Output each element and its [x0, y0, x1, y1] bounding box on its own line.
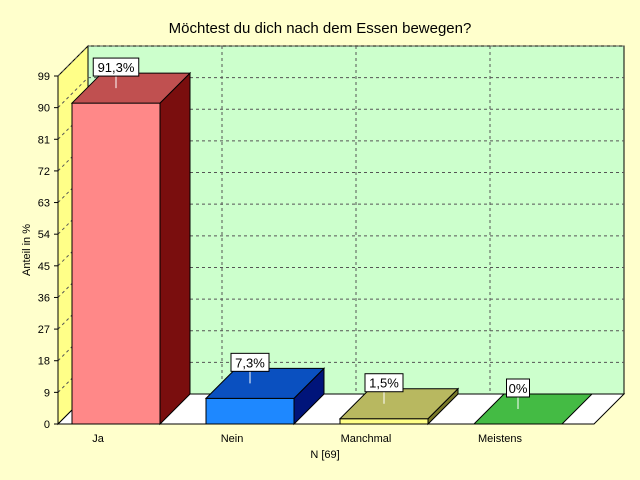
- x-category-label: Nein: [221, 433, 244, 445]
- y-tick-label: 27: [38, 324, 50, 336]
- data-label-box: [506, 378, 530, 398]
- y-tick-label: 36: [38, 292, 50, 304]
- y-tick-label: 63: [38, 198, 50, 210]
- gridline-wall: [57, 172, 89, 203]
- gridline-wall: [57, 77, 89, 108]
- x-axis-title: N [69]: [310, 449, 339, 461]
- bar: [205, 397, 295, 425]
- gridline-wall: [57, 140, 89, 172]
- bar-top: [70, 72, 192, 104]
- chart-title: Möchtest du dich nach dem Essen bewegen?: [168, 20, 472, 37]
- gridline-wall: [57, 235, 89, 267]
- data-label: 91,3%: [98, 60, 135, 75]
- bar-top: [472, 393, 594, 425]
- gridline-wall: [57, 108, 89, 140]
- bar: [339, 418, 429, 425]
- x-category-label: Meistens: [478, 433, 523, 445]
- y-tick-label: 45: [38, 261, 50, 273]
- y-tick-label: 72: [38, 166, 50, 178]
- y-tick-label: 0: [44, 419, 50, 431]
- data-label: 1,5%: [369, 376, 399, 391]
- data-label-box: [92, 57, 140, 77]
- bar-side: [159, 71, 191, 426]
- y-tick-label: 90: [38, 103, 50, 115]
- gridline-wall: [57, 298, 89, 330]
- bar-top: [338, 388, 460, 420]
- gridline-wall: [57, 330, 89, 362]
- y-tick-label: 18: [38, 356, 50, 368]
- data-label: 0%: [509, 381, 528, 396]
- y-tick-label: 99: [38, 71, 50, 83]
- y-tick-label: 9: [44, 387, 50, 399]
- bar: [71, 102, 161, 425]
- data-label: 7,3%: [235, 355, 265, 370]
- y-tick-label: 54: [38, 229, 50, 241]
- gridline-wall: [57, 45, 89, 77]
- y-axis-title: Anteil in %: [21, 224, 33, 276]
- data-label-box: [364, 373, 404, 393]
- x-category-label: Ja: [92, 433, 105, 445]
- bar-top: [204, 367, 326, 399]
- y-tick-label: 81: [38, 134, 50, 146]
- gridline-wall: [57, 362, 89, 393]
- data-label-box: [230, 352, 270, 372]
- gridline-wall: [57, 267, 89, 298]
- gridline-wall: [57, 203, 89, 235]
- x-category-label: Manchmal: [341, 433, 392, 445]
